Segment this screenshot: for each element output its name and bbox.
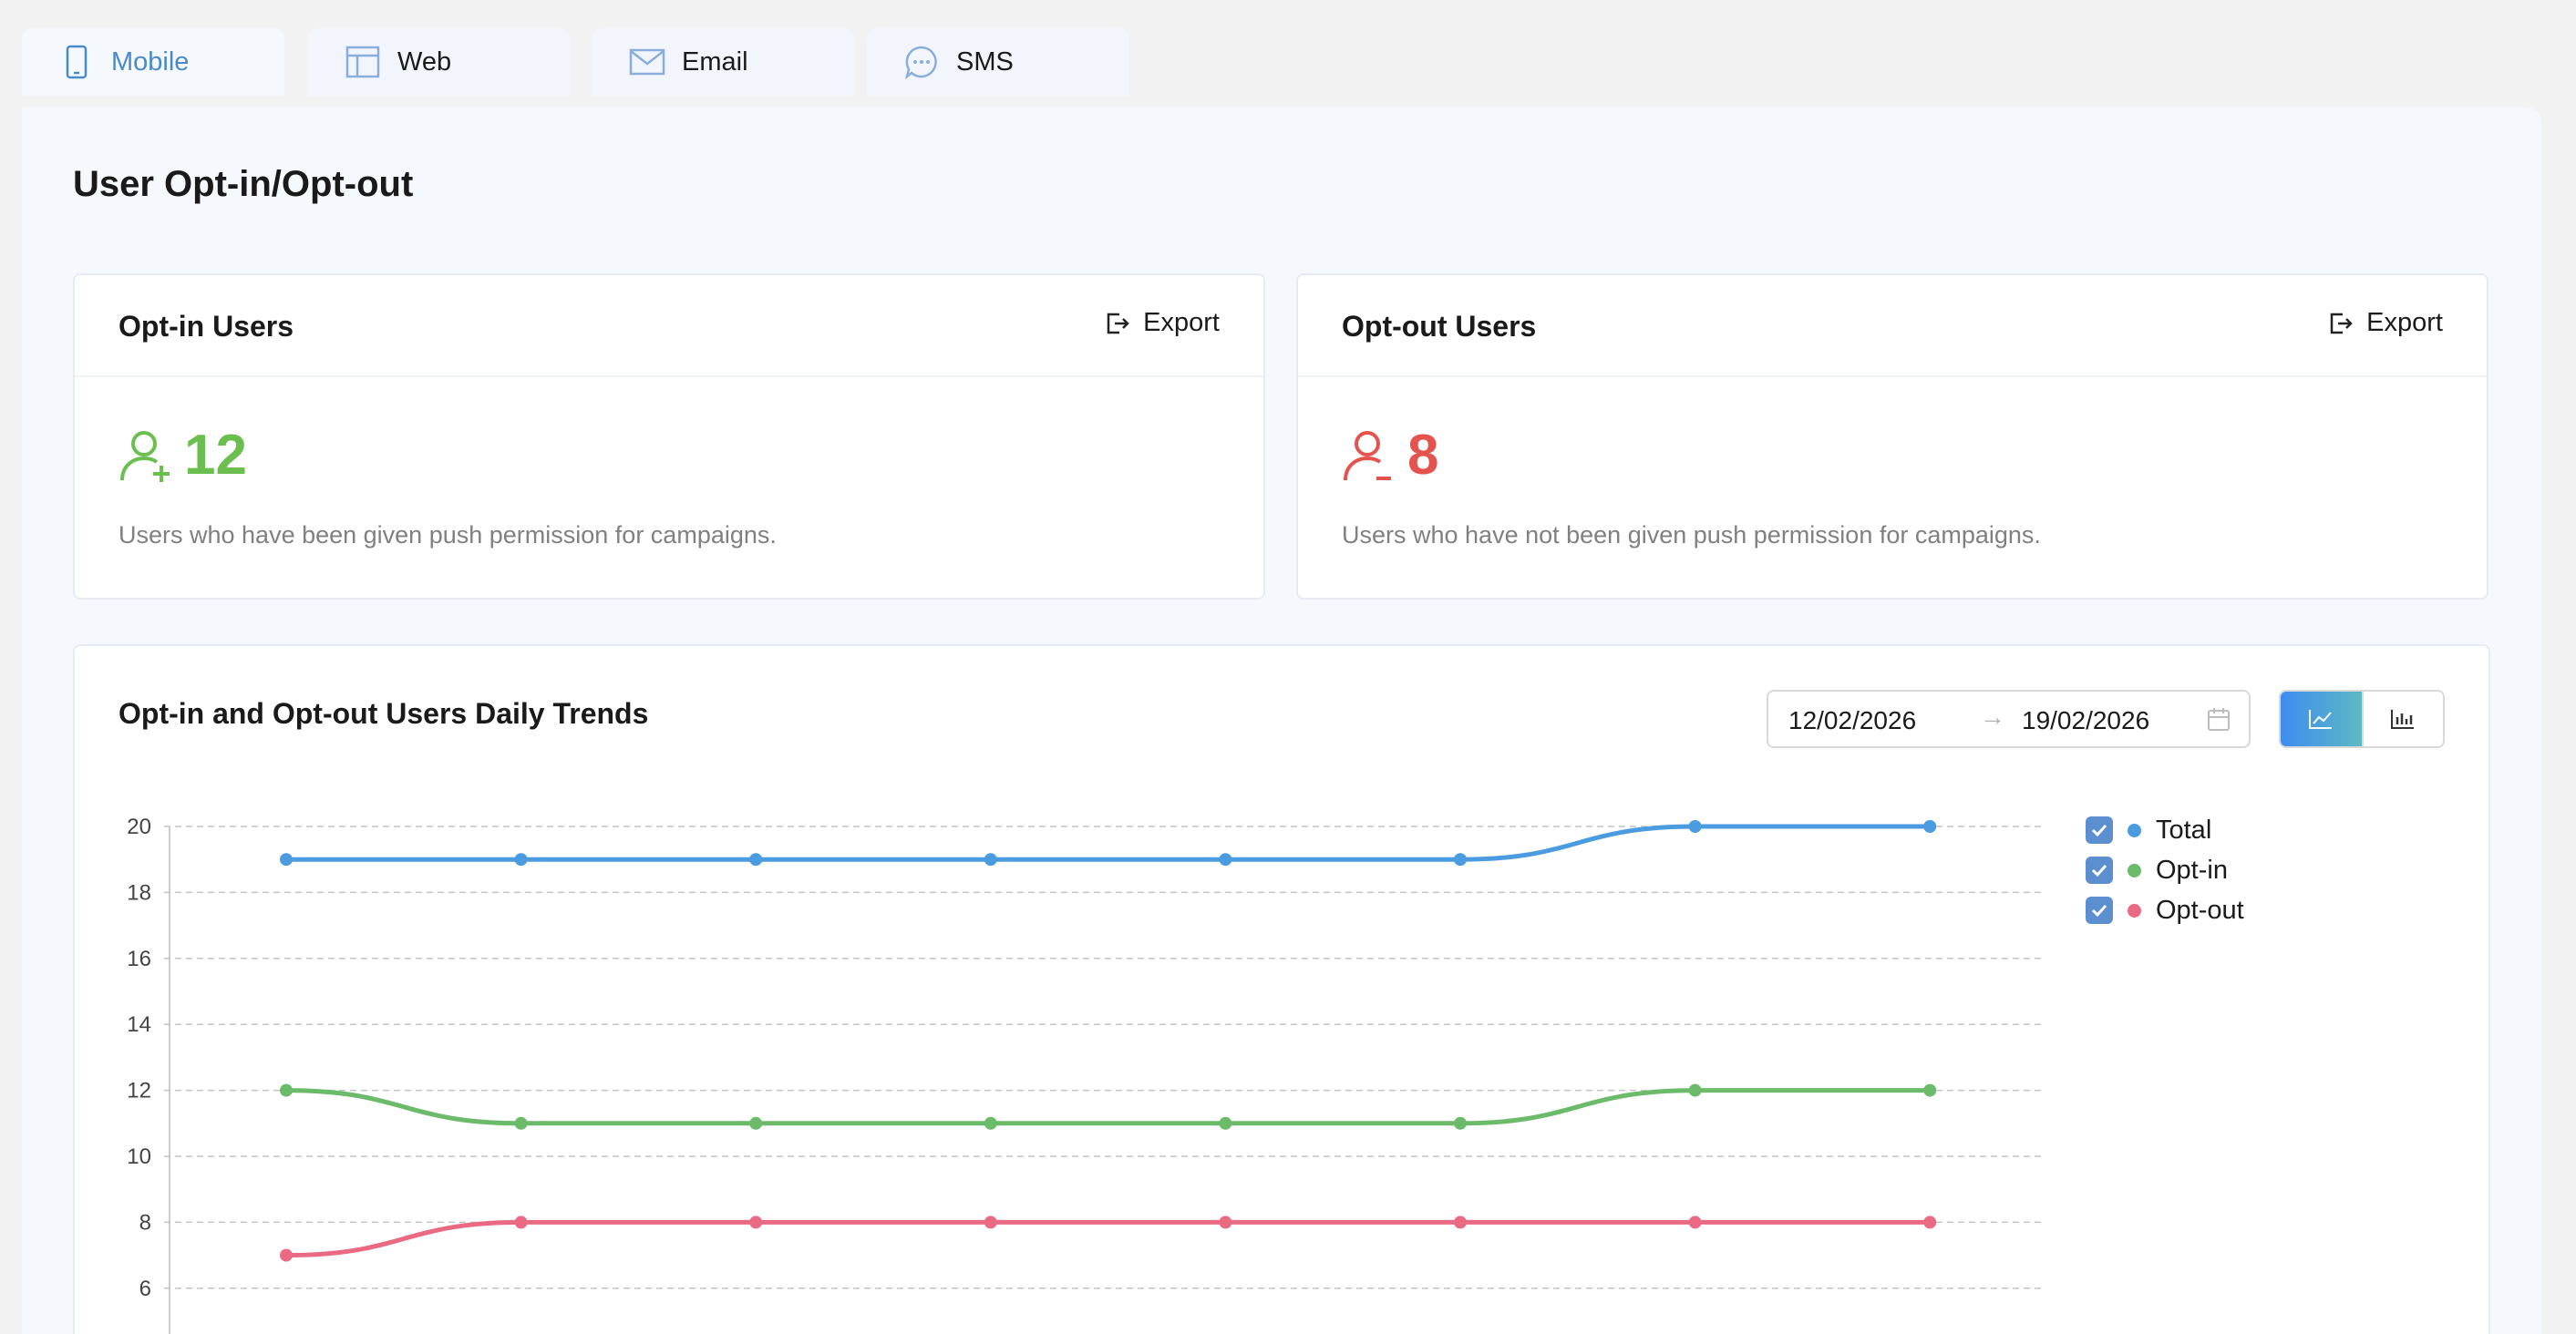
data-point xyxy=(1923,1083,1937,1097)
legend-label: Opt-in xyxy=(2156,855,2228,885)
tab-label: Email xyxy=(682,46,748,77)
checkbox-icon[interactable] xyxy=(2086,816,2113,844)
bar-chart-icon xyxy=(2391,710,2415,729)
legend-dot xyxy=(2128,903,2141,918)
optin-count: 12 xyxy=(118,423,247,487)
export-label: Export xyxy=(2366,308,2443,337)
data-point xyxy=(514,1116,528,1130)
legend-label: Total xyxy=(2156,815,2212,845)
y-tick-label: 14 xyxy=(127,1012,151,1037)
data-point xyxy=(514,853,528,867)
y-tick-label: 6 xyxy=(139,1277,151,1301)
data-point xyxy=(1219,1216,1232,1229)
tab-sms[interactable]: SMS xyxy=(867,28,1129,96)
line-chart-button[interactable] xyxy=(2281,692,2362,746)
export-label: Export xyxy=(1143,308,1220,337)
data-point xyxy=(1688,1216,1702,1229)
data-point xyxy=(984,1116,997,1130)
data-point xyxy=(514,1216,528,1229)
bar-chart-button[interactable] xyxy=(2361,692,2443,746)
legend-dot xyxy=(2128,823,2141,837)
data-point xyxy=(1454,1216,1467,1229)
trend-title: Opt-in and Opt-out Users Daily Trends xyxy=(118,697,649,730)
optout-count: 8 xyxy=(1342,423,1438,487)
trend-line-chart: 6 8 10 12 14 16 18 20 xyxy=(127,815,2045,1334)
user-remove-icon xyxy=(1344,430,1391,480)
optin-count-value: 12 xyxy=(184,424,247,487)
tab-web[interactable]: Web xyxy=(308,28,571,96)
data-point xyxy=(1923,820,1937,833)
y-tick-label: 18 xyxy=(127,880,151,905)
y-tick-label: 8 xyxy=(139,1210,151,1235)
tab-mobile[interactable]: Mobile xyxy=(22,28,284,96)
data-point xyxy=(1454,853,1467,867)
export-icon xyxy=(2330,313,2353,334)
export-button[interactable]: Export xyxy=(2328,308,2443,338)
daily-trends-card: Opt-in and Opt-out Users Daily Trends 12… xyxy=(73,644,2490,1334)
series-line-total xyxy=(286,824,1931,862)
data-point xyxy=(749,1216,763,1229)
card-title: Opt-out Users xyxy=(1342,310,1537,343)
card-header: Opt-out Users Export xyxy=(1298,275,2487,377)
chart-type-toggle xyxy=(2279,690,2445,748)
y-tick-label: 12 xyxy=(127,1079,151,1103)
optin-users-card: Opt-in Users Export 12 Users who have be… xyxy=(73,273,1265,600)
y-tick-label: 20 xyxy=(127,815,151,839)
chat-bubble-icon xyxy=(903,44,940,80)
user-add-icon xyxy=(120,430,170,482)
data-point xyxy=(749,1116,763,1130)
data-point xyxy=(1688,1083,1702,1097)
data-point xyxy=(984,853,997,867)
data-point xyxy=(1454,1116,1467,1130)
legend-item-optout[interactable]: Opt-out xyxy=(2086,890,2244,930)
chart-legend: Total Opt-in Opt-out xyxy=(2086,810,2244,930)
calendar-icon xyxy=(2207,706,2231,738)
data-point xyxy=(749,853,763,867)
range-arrow-icon: → xyxy=(1980,703,2005,731)
date-to[interactable]: 19/02/2026 xyxy=(2022,706,2150,734)
y-tick-label: 10 xyxy=(127,1144,151,1169)
mobile-icon xyxy=(58,44,95,80)
data-point xyxy=(280,853,293,867)
series-line-opt-in xyxy=(285,1088,1931,1126)
data-point xyxy=(984,1216,997,1229)
optout-count-value: 8 xyxy=(1407,424,1439,487)
data-point xyxy=(1219,1116,1232,1130)
line-chart-icon xyxy=(2309,710,2333,729)
optout-description: Users who have not been given push permi… xyxy=(1342,521,2041,549)
data-point xyxy=(280,1083,293,1097)
checkbox-icon[interactable] xyxy=(2086,857,2113,884)
data-point xyxy=(280,1248,293,1262)
page-title: User Opt-in/Opt-out xyxy=(73,164,414,204)
legend-item-optin[interactable]: Opt-in xyxy=(2086,850,2244,890)
legend-item-total[interactable]: Total xyxy=(2086,810,2244,850)
y-tick-label: 16 xyxy=(127,947,151,971)
data-point xyxy=(1923,1216,1937,1229)
data-point xyxy=(1219,853,1232,867)
series-line-opt-out xyxy=(285,1219,1931,1258)
legend-label: Opt-out xyxy=(2156,895,2244,925)
tab-label: Web xyxy=(397,46,452,77)
web-layout-icon xyxy=(345,44,381,80)
tab-label: SMS xyxy=(956,46,1014,77)
date-from[interactable]: 12/02/2026 xyxy=(1788,706,1917,734)
mail-icon xyxy=(629,44,665,80)
card-title: Opt-in Users xyxy=(118,310,294,343)
export-icon xyxy=(1107,313,1129,334)
legend-dot xyxy=(2128,863,2141,877)
optout-users-card: Opt-out Users Export 8 Users who have no… xyxy=(1296,273,2488,600)
checkbox-icon[interactable] xyxy=(2086,897,2113,924)
data-point xyxy=(1688,820,1702,833)
card-header: Opt-in Users Export xyxy=(75,275,1263,377)
date-range-picker[interactable]: 12/02/2026 → 19/02/2026 xyxy=(1767,690,2251,748)
optin-description: Users who have been given push permissio… xyxy=(118,521,777,549)
export-button[interactable]: Export xyxy=(1105,308,1220,338)
tab-email[interactable]: Email xyxy=(592,28,855,96)
tab-label: Mobile xyxy=(111,46,190,77)
